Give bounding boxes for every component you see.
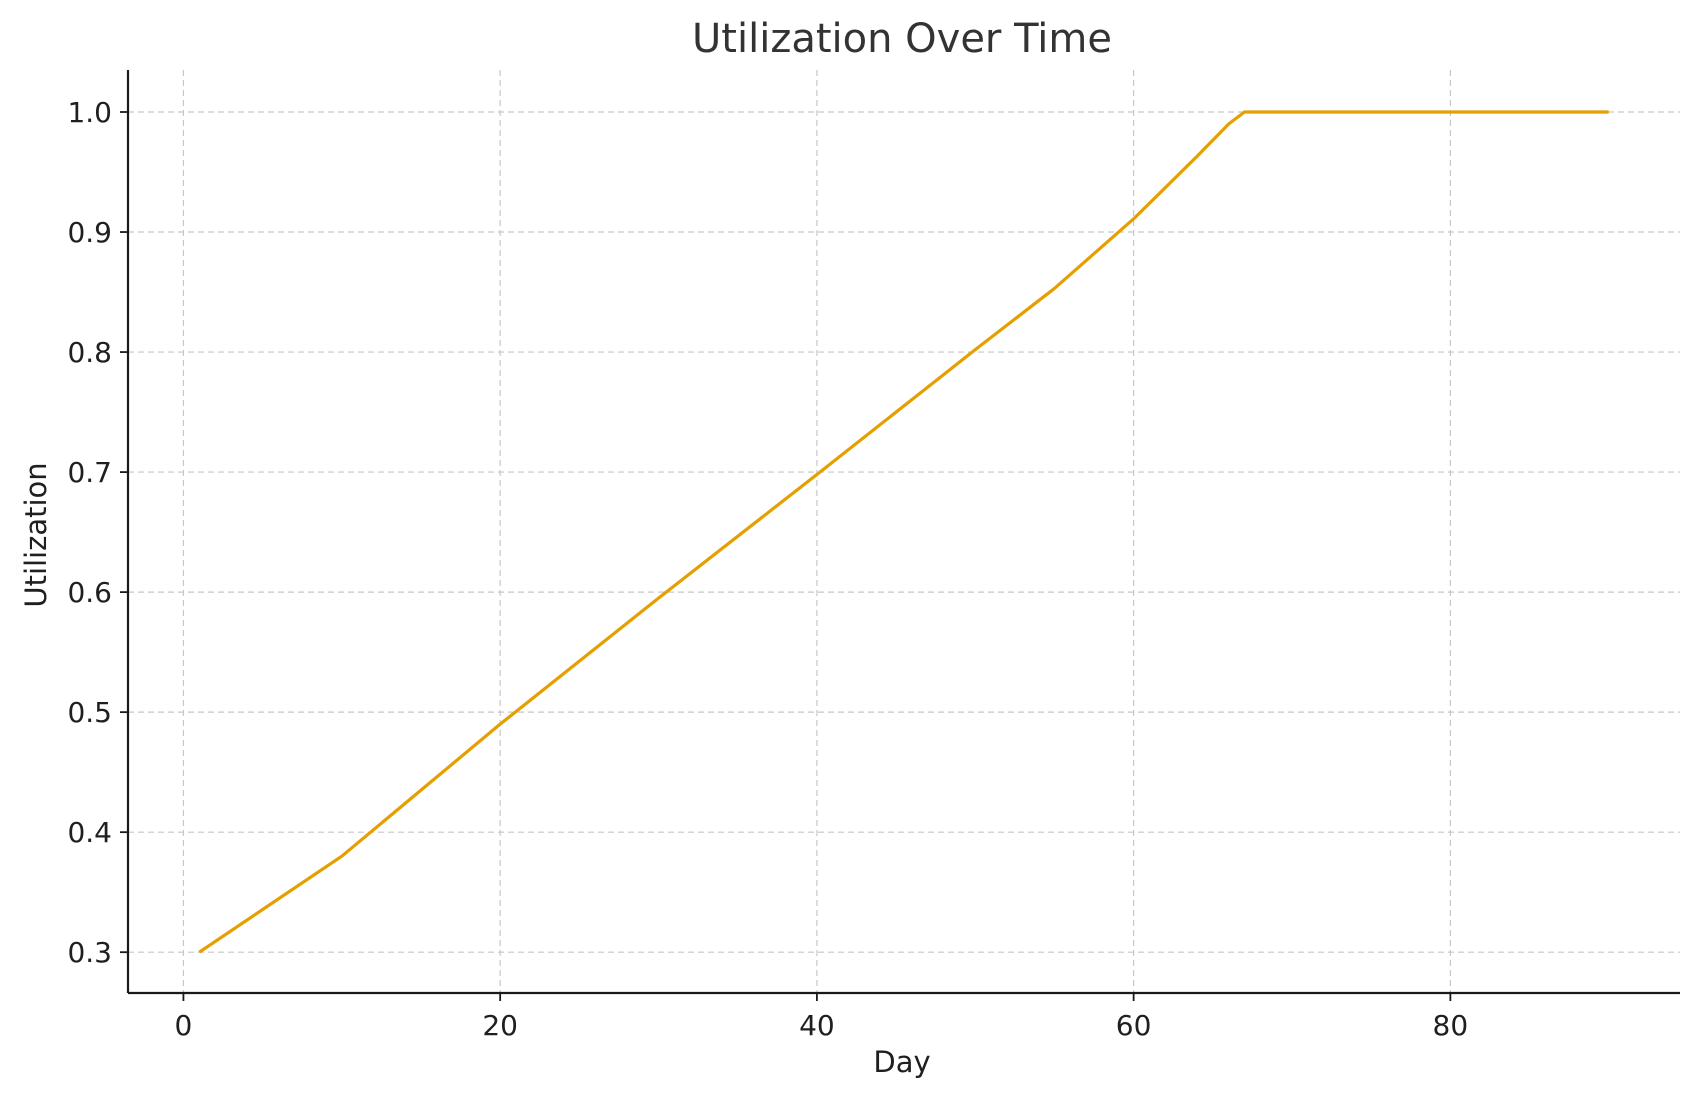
- x-tick-label: 80: [1433, 1009, 1469, 1042]
- chart-title: Utilization Over Time: [692, 16, 1112, 62]
- y-tick-label: 0.9: [67, 216, 112, 249]
- series-layer: [198, 110, 1609, 954]
- y-tick-label: 0.4: [67, 816, 112, 849]
- y-axis-label: Utilization: [19, 462, 53, 607]
- grid: [128, 70, 1680, 993]
- series-line-0: [198, 110, 1609, 954]
- y-tick-label: 0.5: [67, 696, 112, 729]
- x-tick-label: 20: [482, 1009, 518, 1042]
- x-axis-ticks: 0 20 40 60 80: [175, 993, 1469, 1042]
- y-axis-ticks: 0.3 0.4 0.5 0.6 0.7 0.8 0.9 1.0: [67, 96, 128, 969]
- y-tick-label: 1.0: [67, 96, 112, 129]
- y-tick-label: 0.3: [67, 936, 112, 969]
- x-tick-label: 60: [1116, 1009, 1152, 1042]
- y-tick-label: 0.8: [67, 336, 112, 369]
- x-axis-label: Day: [873, 1045, 930, 1079]
- y-tick-label: 0.6: [67, 576, 112, 609]
- x-tick-label: 40: [799, 1009, 835, 1042]
- y-tick-label: 0.7: [67, 456, 112, 489]
- x-tick-label: 0: [175, 1009, 193, 1042]
